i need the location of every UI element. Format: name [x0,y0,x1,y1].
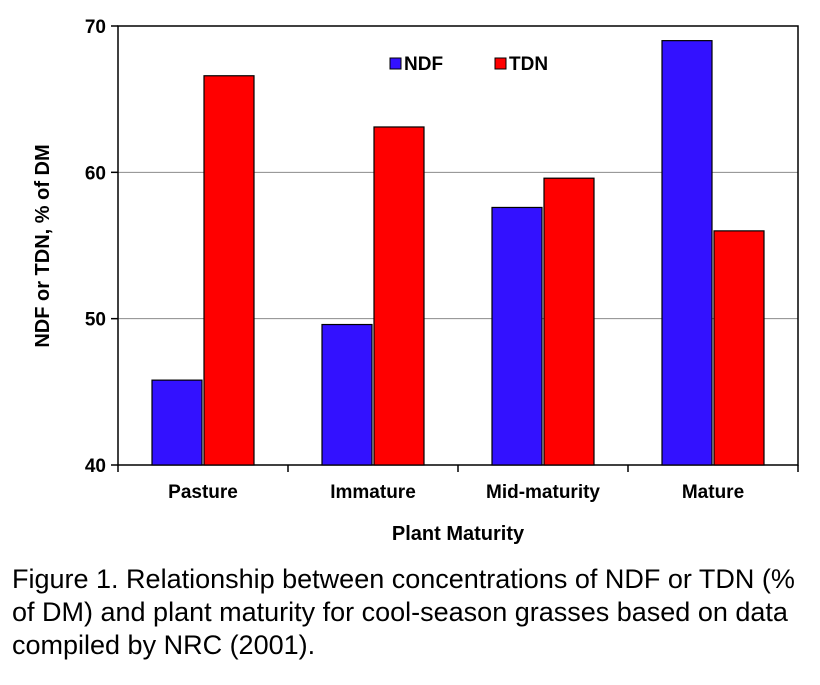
bar-tdn-mature [713,230,765,466]
bar-ndf-pasture [151,379,203,466]
bar-tdn-pasture [203,75,255,466]
y-tick-label: 60 [85,163,106,184]
x-axis: Pasture Immature Mid-maturity Mature [117,465,799,503]
legend-label-tdn: TDN [509,54,548,75]
bar-ndf-mid-maturity [491,206,543,466]
y-tick-label: 50 [85,310,106,331]
y-tick-label: 70 [85,17,106,38]
x-axis-title: Plant Maturity [392,523,525,545]
legend-label-ndf: NDF [404,54,443,75]
x-category-label: Mature [682,482,744,503]
figure-caption: Figure 1. Relationship between concentra… [12,564,795,660]
y-axis: 40 50 60 70 [85,17,118,477]
bar-ndf-immature [321,323,373,466]
x-category-label: Pasture [168,482,238,503]
legend: NDF TDN [389,54,548,75]
bar-tdn-immature [373,126,425,466]
x-category-label: Immature [330,482,416,503]
bar-ndf-mature [661,40,713,466]
bar-tdn-mid-maturity [543,177,595,466]
bars [151,40,765,466]
bar-chart: 40 50 60 70 Pasture Immature Mid-maturity Matu… [32,17,799,545]
y-tick-label: 40 [85,456,106,477]
legend-swatch-tdn [494,57,507,70]
x-category-label: Mid-maturity [486,482,600,503]
y-axis-title: NDF or TDN, % of DM [32,144,54,347]
legend-swatch-ndf [389,57,402,70]
